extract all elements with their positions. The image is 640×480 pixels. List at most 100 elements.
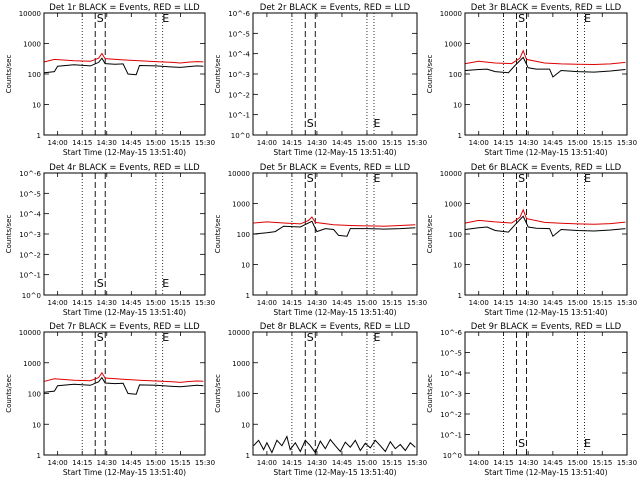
y-tick-label: 10^0 bbox=[231, 132, 250, 140]
x-axis-label: Start Time (12-May-15 13:51:40) bbox=[273, 148, 396, 157]
plot-frame bbox=[43, 331, 206, 456]
y-axis-label: Counts/sec bbox=[426, 55, 434, 94]
event-marker-e: E bbox=[584, 172, 591, 185]
x-tick-label: 14:45 bbox=[332, 299, 352, 307]
plot-frame bbox=[464, 12, 628, 136]
y-tick-label: 10^-1 bbox=[19, 272, 41, 280]
x-tick-label: 14:45 bbox=[543, 459, 563, 467]
y-tick-label: 100 bbox=[449, 231, 462, 239]
series-line-events bbox=[465, 215, 626, 238]
y-tick-label: 10^-4 bbox=[19, 211, 41, 219]
y-tick-label: 10^0 bbox=[22, 292, 41, 300]
x-tick-label: 14:00 bbox=[48, 299, 68, 307]
x-tick-label: 14:30 bbox=[307, 459, 327, 467]
event-marker-s: S bbox=[518, 172, 525, 185]
x-tick-label: 14:30 bbox=[97, 459, 117, 467]
x-tick-label: 15:00 bbox=[146, 299, 166, 307]
x-tick-label: 14:15 bbox=[72, 139, 92, 147]
plot-frame bbox=[252, 12, 418, 136]
panel-det-6: Det 6r BLACK = Events, RED = LLD 14:00 14:… bbox=[426, 163, 637, 317]
panel-title: Det 8r BLACK = Events, RED = LLD bbox=[260, 322, 411, 332]
x-tick-label: 14:15 bbox=[282, 139, 302, 147]
y-tick-label: 1 bbox=[458, 292, 462, 300]
y-tick-label: 1 bbox=[458, 132, 462, 140]
y-tick-label: 1 bbox=[37, 452, 41, 460]
y-axis-label: Counts/sec bbox=[214, 215, 222, 254]
x-tick-label: 14:15 bbox=[493, 139, 513, 147]
y-tick-label: 1000 bbox=[232, 360, 250, 368]
y-tick-label: 100 bbox=[449, 71, 462, 79]
plot-frame bbox=[252, 331, 418, 456]
x-tick-label: 14:00 bbox=[257, 139, 277, 147]
event-marker-s: S bbox=[97, 331, 104, 344]
event-marker-s: S bbox=[518, 12, 525, 25]
x-tick-label: 14:30 bbox=[518, 459, 538, 467]
panel-title: Det 4r BLACK = Events, RED = LLD bbox=[49, 163, 200, 173]
y-tick-label: 100 bbox=[237, 391, 250, 399]
plot-frame bbox=[43, 172, 206, 296]
plot-frame bbox=[252, 172, 418, 296]
x-tick-label: 14:15 bbox=[72, 459, 92, 467]
y-axis-label: Counts/sec bbox=[214, 55, 222, 94]
event-marker-s: S bbox=[307, 172, 314, 185]
y-axis-label: Counts/sec bbox=[5, 374, 13, 413]
y-tick-label: 10^-3 bbox=[228, 71, 250, 79]
x-tick-label: 15:30 bbox=[617, 299, 637, 307]
series-line-events bbox=[253, 220, 416, 237]
panel-title: Det 3r BLACK = Events, RED = LLD bbox=[471, 3, 622, 13]
y-tick-label: 10^-4 bbox=[228, 51, 250, 59]
x-tick-label: 15:30 bbox=[195, 459, 215, 467]
event-marker-e: E bbox=[584, 12, 591, 25]
series-line-lld bbox=[44, 52, 204, 64]
x-tick-label: 15:30 bbox=[617, 459, 637, 467]
y-tick-label: 10000 bbox=[440, 170, 462, 178]
x-tick-label: 15:00 bbox=[357, 139, 377, 147]
x-tick-label: 15:30 bbox=[407, 299, 427, 307]
y-tick-label: 1000 bbox=[232, 201, 250, 209]
y-tick-label: 10^-5 bbox=[440, 350, 462, 358]
x-tick-label: 14:00 bbox=[257, 459, 277, 467]
x-tick-label: 14:30 bbox=[307, 299, 327, 307]
x-axis-label: Start Time (12-May-15 13:51:40) bbox=[273, 468, 396, 477]
x-tick-label: 14:00 bbox=[48, 139, 68, 147]
y-tick-label: 10^-6 bbox=[440, 329, 462, 337]
y-tick-label: 10000 bbox=[19, 329, 41, 337]
x-tick-label: 15:15 bbox=[382, 139, 402, 147]
panel-title: Det 1r BLACK = Events, RED = LLD bbox=[49, 3, 200, 13]
y-tick-label: 1000 bbox=[23, 360, 41, 368]
event-marker-e: E bbox=[162, 12, 169, 25]
y-tick-label: 10000 bbox=[228, 170, 250, 178]
panel-det-9: Det 9r BLACK = Events, RED = LLD 14:00 14:… bbox=[426, 322, 637, 477]
x-tick-label: 15:15 bbox=[170, 299, 190, 307]
y-tick-label: 10^-5 bbox=[19, 190, 41, 198]
x-axis-label: Start Time (12-May-15 13:51:40) bbox=[63, 148, 186, 157]
plot-frame bbox=[464, 331, 628, 456]
x-tick-label: 15:00 bbox=[567, 459, 587, 467]
event-marker-s: S bbox=[97, 12, 104, 25]
panel-det-1: Det 1r BLACK = Events, RED = LLD 14:00 14:… bbox=[5, 3, 215, 157]
x-tick-label: 15:00 bbox=[567, 299, 587, 307]
y-tick-label: 10^-6 bbox=[19, 170, 41, 178]
x-tick-label: 15:15 bbox=[170, 139, 190, 147]
y-tick-label: 10 bbox=[453, 262, 462, 270]
y-tick-label: 10^-5 bbox=[228, 30, 250, 38]
y-tick-label: 10000 bbox=[19, 10, 41, 18]
y-tick-label: 10^0 bbox=[443, 452, 462, 460]
y-tick-label: 100 bbox=[237, 231, 250, 239]
x-tick-label: 14:30 bbox=[518, 139, 538, 147]
x-tick-label: 15:30 bbox=[407, 139, 427, 147]
x-axis-label: Start Time (12-May-15 13:51:40) bbox=[63, 468, 186, 477]
y-axis-label: Counts/sec bbox=[214, 374, 222, 413]
x-tick-label: 14:45 bbox=[121, 459, 141, 467]
x-tick-label: 14:30 bbox=[97, 139, 117, 147]
x-tick-label: 14:45 bbox=[332, 459, 352, 467]
x-axis-label: Start Time (12-May-15 13:51:40) bbox=[63, 308, 186, 317]
x-tick-label: 14:15 bbox=[282, 459, 302, 467]
y-tick-label: 10^-1 bbox=[440, 432, 462, 440]
x-tick-label: 14:45 bbox=[121, 299, 141, 307]
panel-title: Det 6r BLACK = Events, RED = LLD bbox=[471, 163, 622, 173]
panel-det-3: Det 3r BLACK = Events, RED = LLD 14:00 14:… bbox=[426, 3, 637, 157]
y-tick-label: 10^-2 bbox=[19, 251, 41, 259]
y-tick-label: 1000 bbox=[23, 41, 41, 49]
x-tick-label: 15:30 bbox=[617, 139, 637, 147]
